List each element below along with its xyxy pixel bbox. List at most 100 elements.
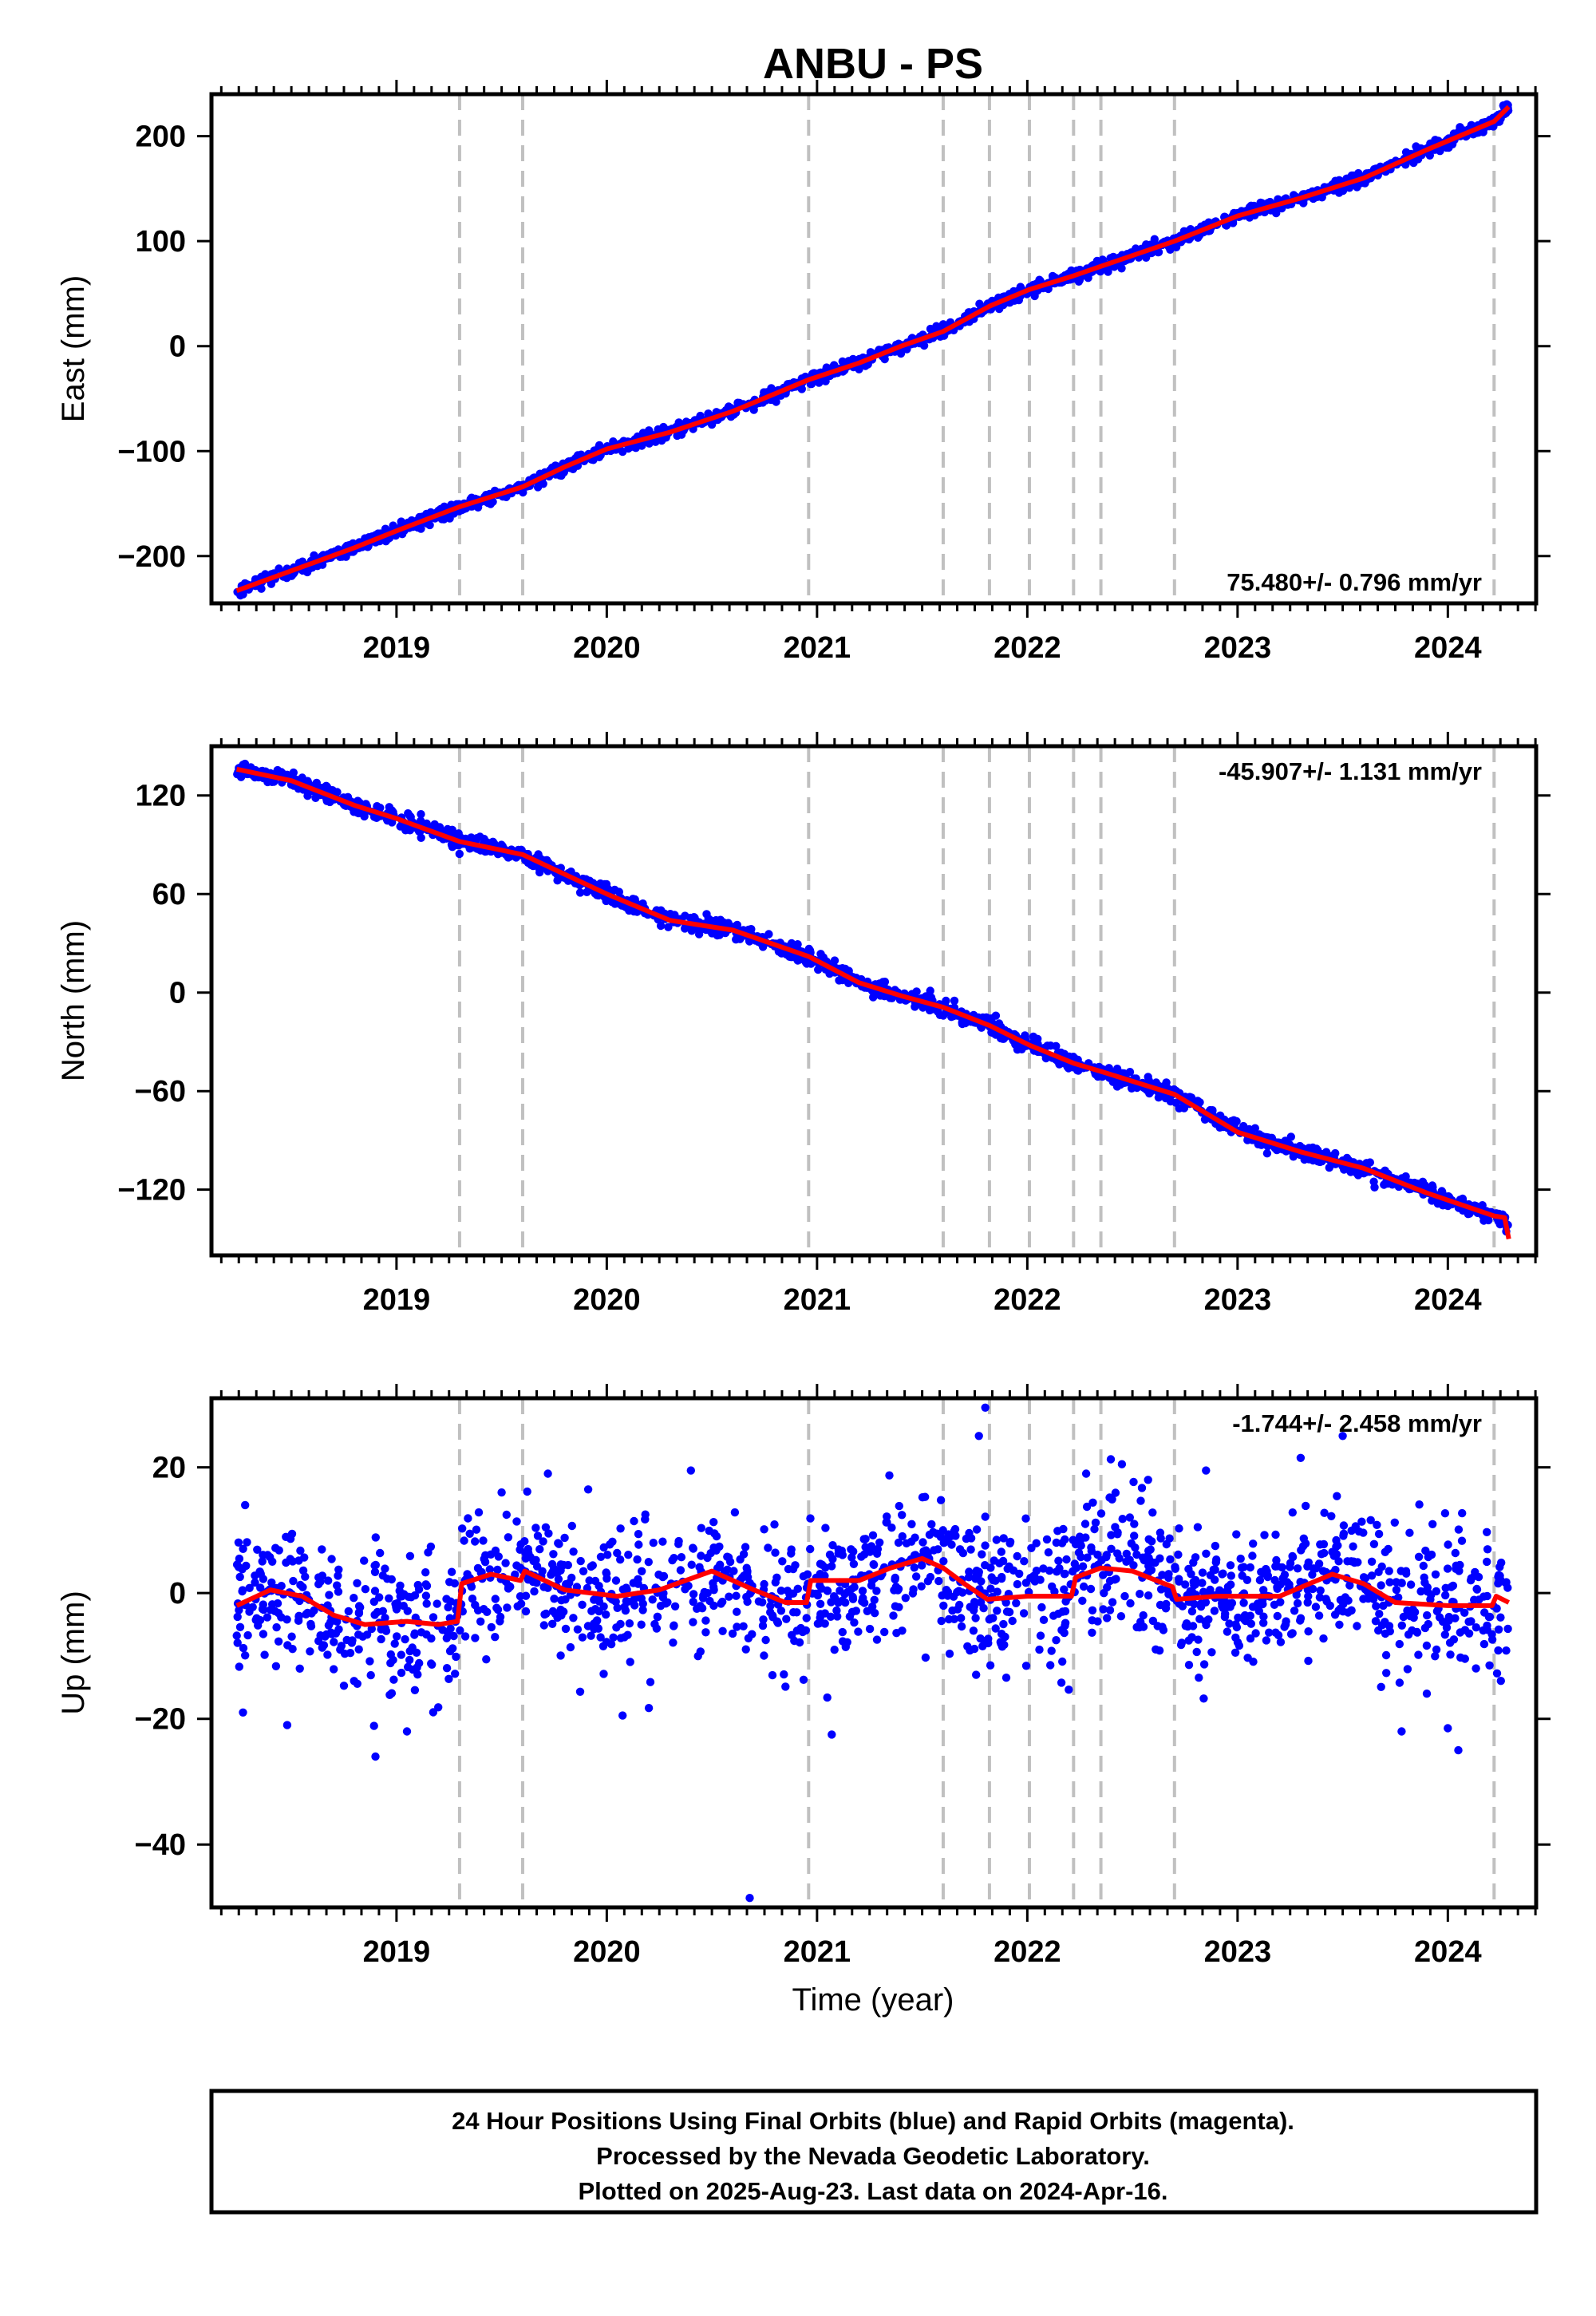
up-point [1047,1646,1056,1655]
up-point [1194,1635,1203,1644]
up-point [1333,1492,1341,1500]
up-point [1349,1542,1357,1551]
up-point [1070,1559,1080,1568]
up-point [843,1638,851,1646]
up-point [806,1514,815,1523]
up-point [1374,1626,1383,1635]
up-point [1280,1622,1289,1631]
east-point [975,299,984,308]
up-point [850,1583,859,1591]
up-point [361,1585,370,1594]
up-point [972,1525,982,1534]
up-point [1246,1563,1255,1572]
up-point [474,1508,484,1517]
up-point [788,1564,798,1574]
up-point [548,1567,557,1577]
up-point [287,1632,296,1641]
up-point [1460,1608,1469,1618]
up-point [823,1693,832,1702]
up-point [670,1602,680,1611]
up-point [907,1520,916,1529]
up-point [1088,1616,1096,1625]
up-point [997,1574,1006,1583]
up-point [1472,1664,1480,1673]
up-point [590,1625,598,1634]
up-point [239,1544,247,1554]
up-point [1273,1611,1282,1621]
up-point [396,1581,405,1591]
up-point [991,1624,1000,1633]
up-point [1416,1587,1425,1596]
north-point [1171,1098,1180,1107]
up-point [535,1545,544,1554]
up-point [1120,1591,1129,1601]
up-point [573,1625,583,1634]
up-point [481,1551,490,1560]
up-point [927,1520,936,1529]
up-point [764,1543,772,1552]
up-point [736,1555,745,1564]
up-point [334,1571,342,1580]
north-y-tick-label: −60 [135,1075,186,1109]
up-point [1345,1581,1354,1590]
up-point [422,1599,431,1608]
up-point [548,1619,557,1629]
east-point [568,464,578,473]
up-point [468,1595,477,1603]
up-point [575,1687,585,1696]
up-point [1443,1564,1452,1573]
up-point [936,1496,946,1504]
up-point [898,1511,907,1520]
up-point [323,1601,332,1610]
up-point [334,1565,343,1575]
up-point [1129,1561,1138,1570]
up-point [516,1545,524,1555]
up-point [1369,1539,1379,1549]
up-point [1496,1613,1505,1622]
up-point [482,1655,491,1664]
up-point [370,1587,380,1595]
up-point [370,1561,379,1570]
up-point [986,1584,995,1593]
north-point [311,793,320,802]
up-point [717,1599,725,1608]
north-point [787,939,796,948]
up-point [782,1614,791,1623]
up-point [609,1633,618,1642]
east-y-tick-label: −100 [117,435,186,468]
east-point [645,426,654,435]
up-point [998,1556,1008,1566]
up-point [638,1599,647,1608]
up-point [649,1539,658,1547]
up-point [381,1624,390,1633]
up-point [1422,1641,1432,1650]
up-point [233,1612,242,1622]
up-point [816,1559,825,1568]
up-point [870,1595,879,1605]
north-point [1286,1132,1296,1141]
up-point [838,1627,847,1637]
up-point [957,1622,966,1631]
up-point [674,1539,683,1548]
north-panel: 2019 2020 2021 2022 2023 2024−120−60060120Nor… [56,732,1551,1317]
up-point [1082,1502,1092,1512]
up-point [556,1651,565,1660]
north-point [1340,1165,1349,1174]
up-point [323,1650,332,1659]
up-point [274,1609,283,1618]
up-point [1377,1562,1386,1571]
up-point [729,1567,738,1575]
up-point [687,1560,696,1569]
up-point [1381,1629,1390,1638]
north-x-tick-label: 2023 [1204,1283,1272,1317]
up-point [795,1638,804,1647]
up-point [393,1632,401,1641]
up-point [294,1616,303,1626]
north-point [1041,1053,1051,1063]
up-point [648,1595,657,1604]
up-point [301,1572,310,1581]
north-point [614,887,623,896]
up-point [1035,1645,1044,1654]
up-point [701,1628,710,1637]
up-point [387,1689,397,1697]
